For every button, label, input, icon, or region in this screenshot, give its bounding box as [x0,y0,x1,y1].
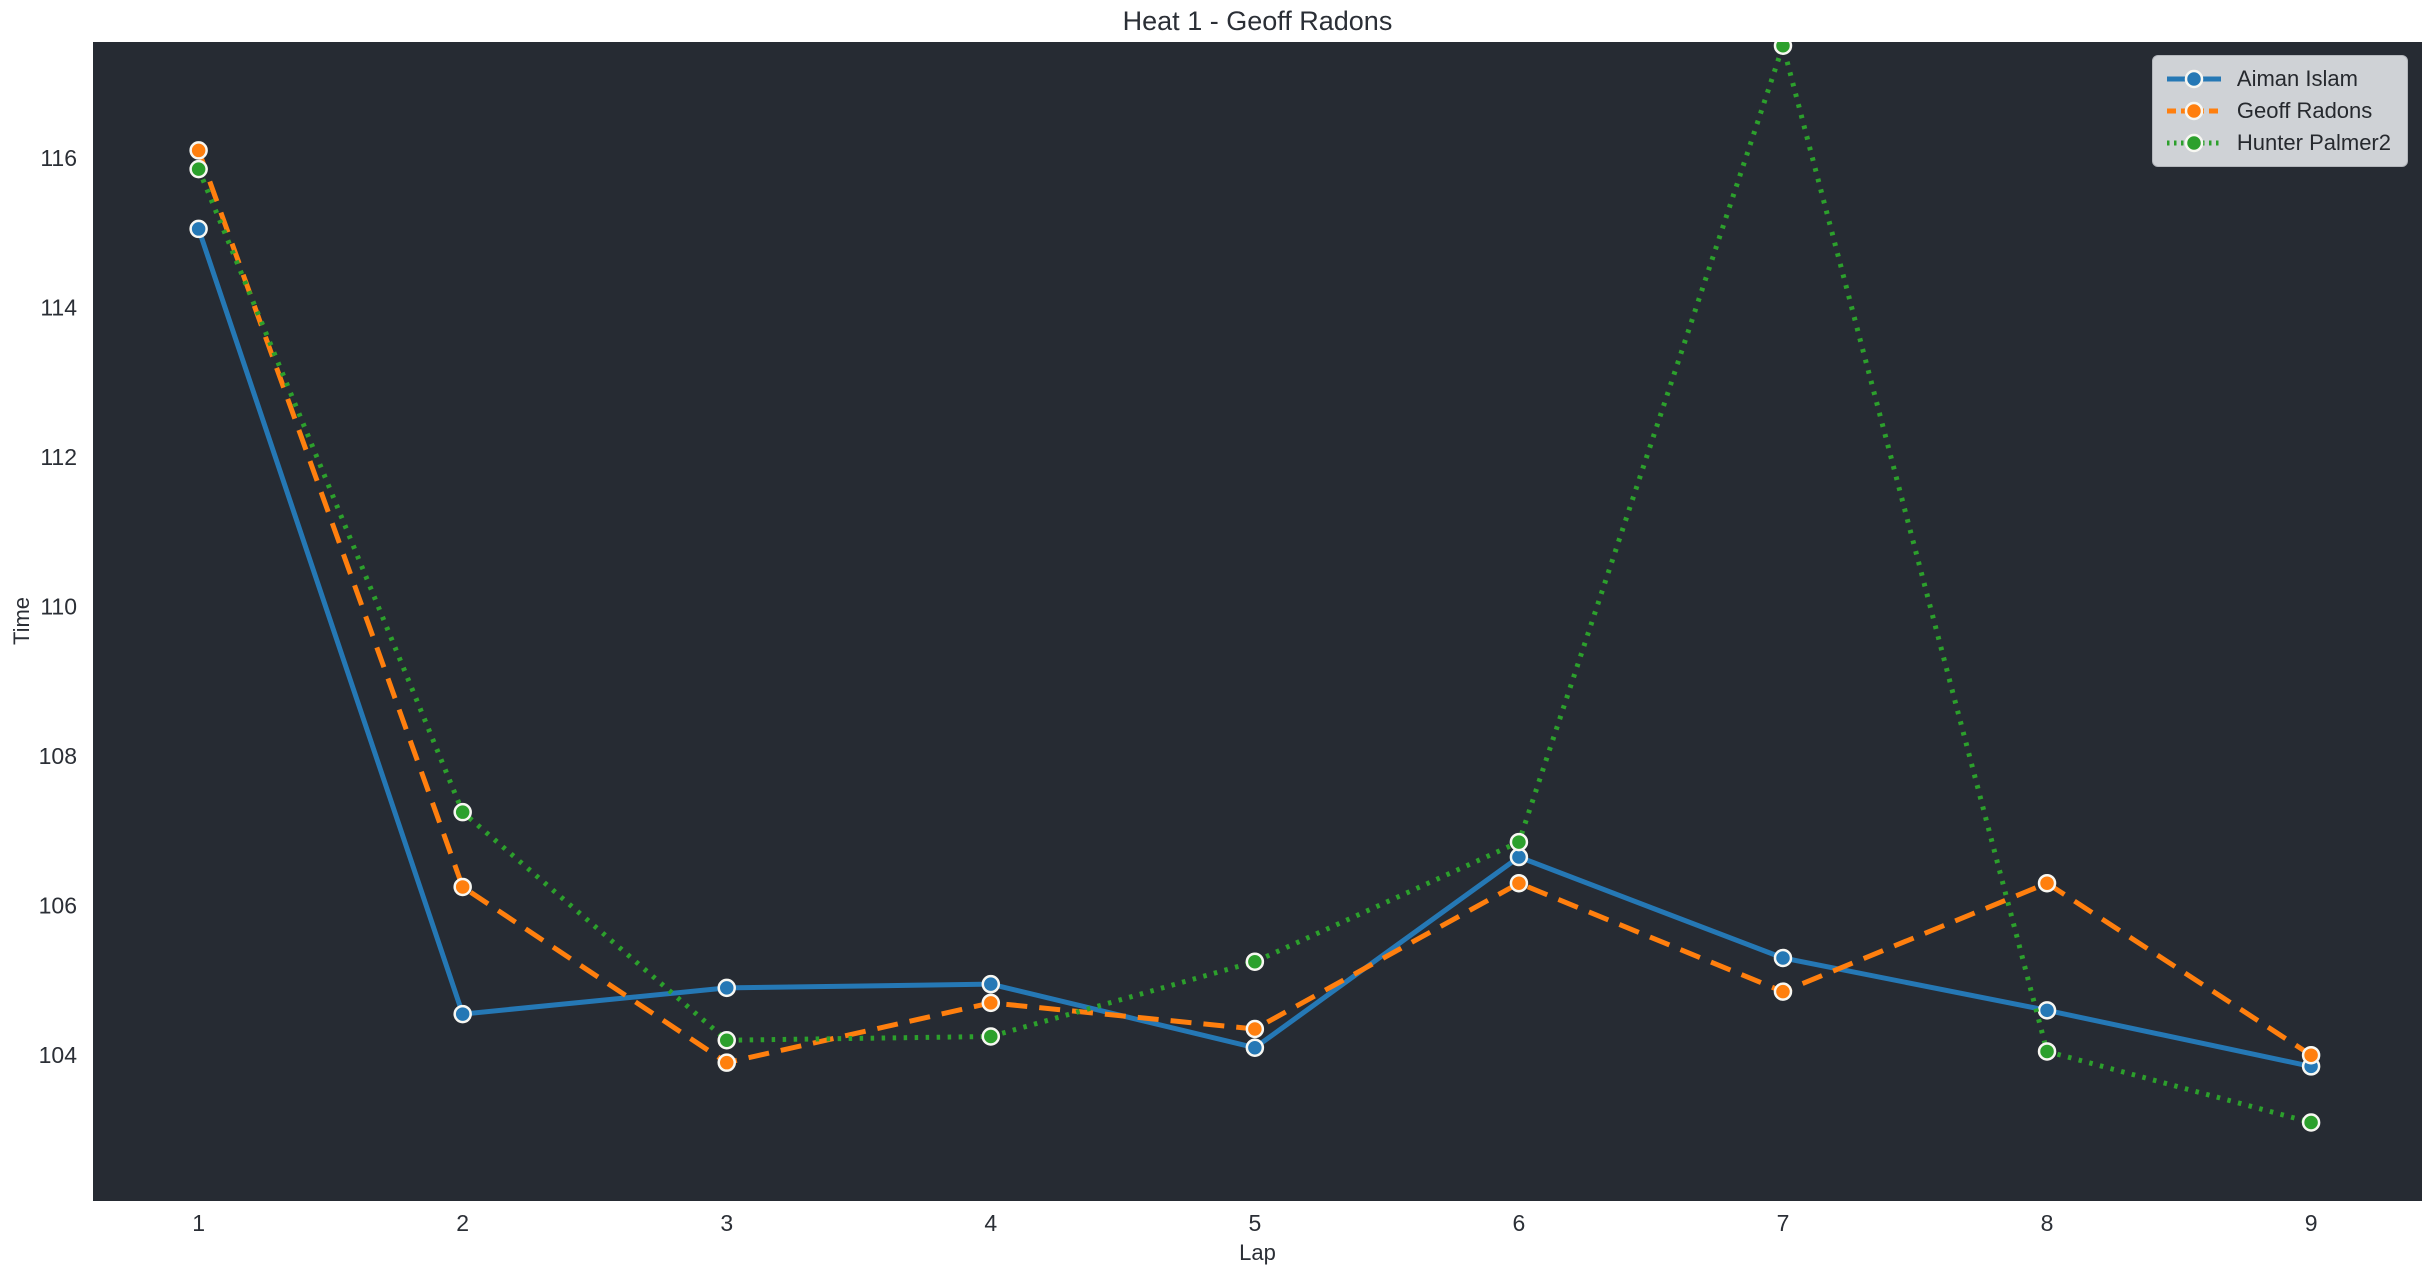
y-tick-label: 114 [40,294,77,320]
legend-label: Hunter Palmer2 [2236,130,2391,155]
data-point [1245,1019,1265,1039]
legend-line-sample-icon [2166,101,2221,121]
data-point [981,1027,1001,1046]
data-point [981,993,1001,1013]
data-point [2037,1042,2057,1061]
data-point [2301,1045,2321,1065]
legend-line-sample-icon [2166,69,2221,89]
data-point [453,877,472,897]
data-point [1245,1038,1265,1057]
data-point [1773,982,1793,1001]
data-point [981,974,1001,994]
y-tick-label: 112 [40,444,77,470]
data-point [1509,832,1529,852]
data-point [189,141,208,160]
x-tick-label: 1 [192,1210,205,1236]
legend-entry: Aiman Islam [2165,64,2391,94]
data-point [1773,42,1793,55]
legend-entry: Geoff Radons [2165,96,2391,126]
x-tick-label: 2 [456,1210,469,1236]
x-tick-label: 6 [1513,1210,1526,1236]
data-point [1509,847,1529,867]
y-tick-label: 108 [39,743,77,769]
legend: Aiman Islam Geoff Radons Hunter Palmer2 [2151,55,2408,167]
data-point [2037,1001,2057,1020]
data-point [717,1053,736,1072]
x-tick-label: 3 [720,1210,733,1236]
x-tick-label: 7 [1777,1210,1790,1236]
legend-line-sample-icon [2166,133,2221,153]
data-point [189,219,208,239]
data-point [453,802,472,822]
y-tick-label: 116 [40,145,77,171]
data-point [2301,1113,2321,1132]
x-tick-label: 5 [1248,1210,1261,1236]
data-point [717,978,736,998]
y-tick-label: 110 [40,594,77,620]
series-hunter-palmer2 [189,42,2321,1132]
data-point [717,1030,736,1050]
legend-label: Aiman Islam [2236,66,2358,91]
x-axis-label: Lap [1239,1240,1276,1265]
data-point [2037,873,2057,893]
data-point [1245,952,1265,971]
x-tick-label: 9 [2305,1210,2318,1236]
data-point [1773,948,1793,968]
x-tick-label: 4 [984,1210,997,1236]
data-point [453,1004,472,1024]
series-geoff-radons [189,141,2321,1072]
data-point [1509,873,1529,893]
y-tick-label: 104 [39,1042,78,1068]
y-tick-label: 106 [39,893,77,919]
series-aiman-islam [189,219,2321,1076]
chart-title: Heat 1 - Geoff Radons [1122,6,1393,36]
legend-entry: Hunter Palmer2 [2165,128,2391,158]
legend-label: Geoff Radons [2236,98,2373,123]
data-point [189,159,208,179]
x-tick-label: 8 [2041,1210,2054,1236]
